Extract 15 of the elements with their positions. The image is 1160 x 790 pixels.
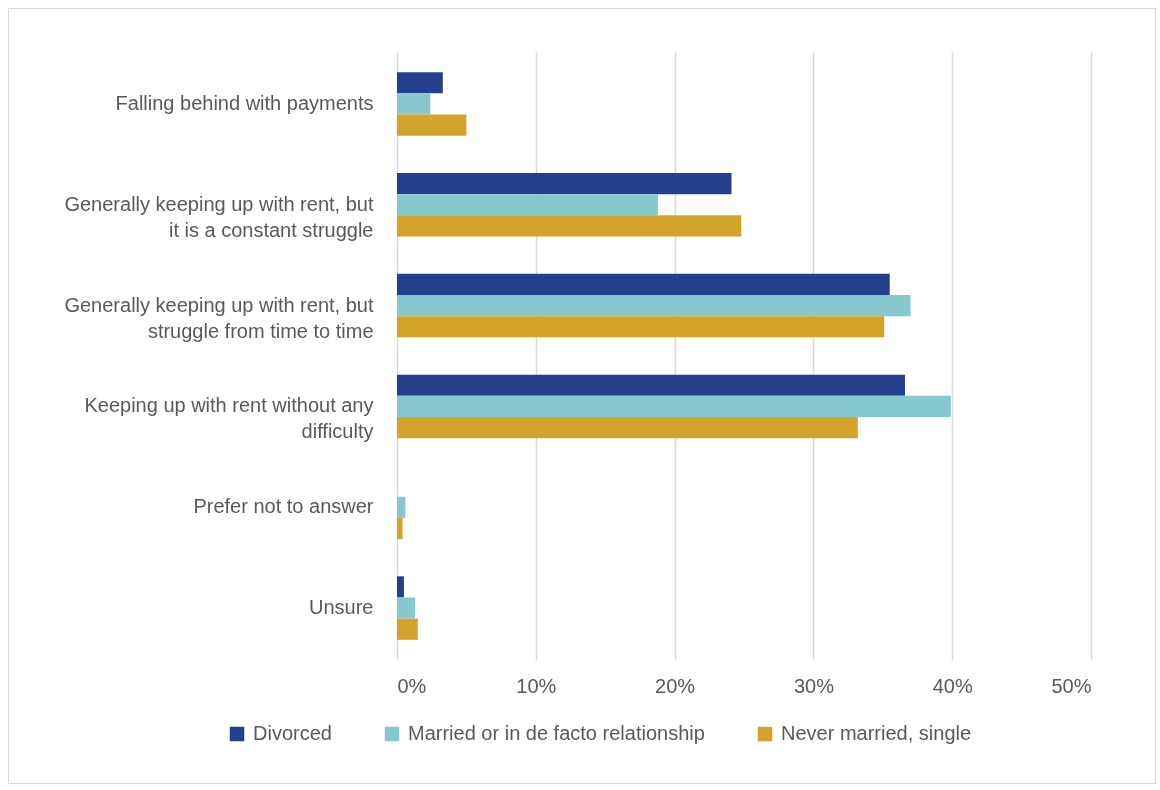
legend-label: Married or in de facto relationship (408, 722, 705, 744)
x-tick-label: 40% (932, 674, 973, 697)
x-tick-label: 0% (397, 674, 427, 697)
x-tick-label: 50% (1051, 674, 1092, 697)
y-tick-label: Falling behind with payments (115, 91, 374, 114)
legend-label: Never married, single (781, 722, 972, 744)
y-tick-label: Unsure (309, 596, 374, 619)
x-tick-label: 10% (516, 674, 557, 697)
x-tick-label: 30% (793, 674, 835, 697)
x-tick-label: 20% (655, 674, 696, 697)
y-tick-label: Generally keeping up with rent, but struggle from time to time (64, 293, 374, 342)
y-tick-label: Keeping up with rent without any difficulty (84, 394, 374, 443)
y-tick-label: Generally keeping up with rent, but it is a constant struggle (64, 192, 374, 241)
y-tick-label: Prefer not to answer (193, 495, 374, 518)
legend-label: Divorced (253, 722, 332, 744)
